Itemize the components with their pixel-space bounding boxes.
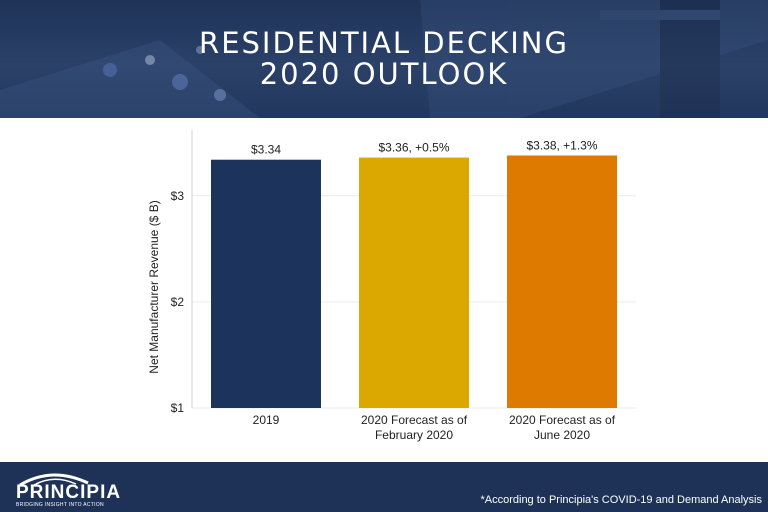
- data-label: $3.36, +0.5%: [378, 141, 449, 155]
- footnote: *According to Principia's COVID-19 and D…: [480, 494, 762, 506]
- bar: [359, 157, 469, 408]
- x-tick-label: 2019: [253, 413, 280, 427]
- data-label: $3.34: [251, 143, 281, 157]
- data-labels: $3.34 $3.36, +0.5% $3.38, +1.3%: [251, 138, 598, 156]
- decking-photo-background: [0, 0, 768, 118]
- x-tick-label: 2020 Forecast as of: [509, 413, 616, 427]
- y-axis-title: Net Manufacturer Revenue ($ B): [147, 200, 161, 373]
- bar: [211, 159, 321, 408]
- y-tick-label: $3: [171, 189, 185, 203]
- x-tick-label: 2020 Forecast as of: [361, 413, 468, 427]
- principia-arc-logo-icon: [19, 473, 89, 486]
- title-line-2: 2020 OUTLOOK: [259, 57, 509, 91]
- title-line-1: RESIDENTIAL DECKING: [199, 26, 569, 60]
- x-tick-label: June 2020: [534, 428, 590, 442]
- chart-area: $1 $2 $3 Net Manufacturer Revenue ($ B) $3…: [0, 118, 768, 462]
- y-tick-label: $1: [171, 401, 185, 415]
- x-tick-label: February 2020: [375, 428, 453, 442]
- data-label: $3.38, +1.3%: [526, 138, 597, 152]
- footer-bar: [0, 462, 768, 512]
- principia-logo-tagline: BRIDGING INSIGHT INTO ACTION: [16, 502, 104, 508]
- y-tick-label: $2: [171, 295, 185, 309]
- principia-logo-text: PRINCIPIA: [16, 482, 122, 503]
- page-title: RESIDENTIAL DECKING 2020 OUTLOOK: [0, 28, 768, 90]
- bar: [507, 155, 617, 408]
- chart-bars: [211, 155, 617, 408]
- y-axis-ticks: $1 $2 $3: [171, 189, 185, 415]
- revenue-bar-chart: $1 $2 $3 Net Manufacturer Revenue ($ B) $3…: [147, 130, 636, 442]
- header-banner: RESIDENTIAL DECKING 2020 OUTLOOK: [0, 0, 768, 118]
